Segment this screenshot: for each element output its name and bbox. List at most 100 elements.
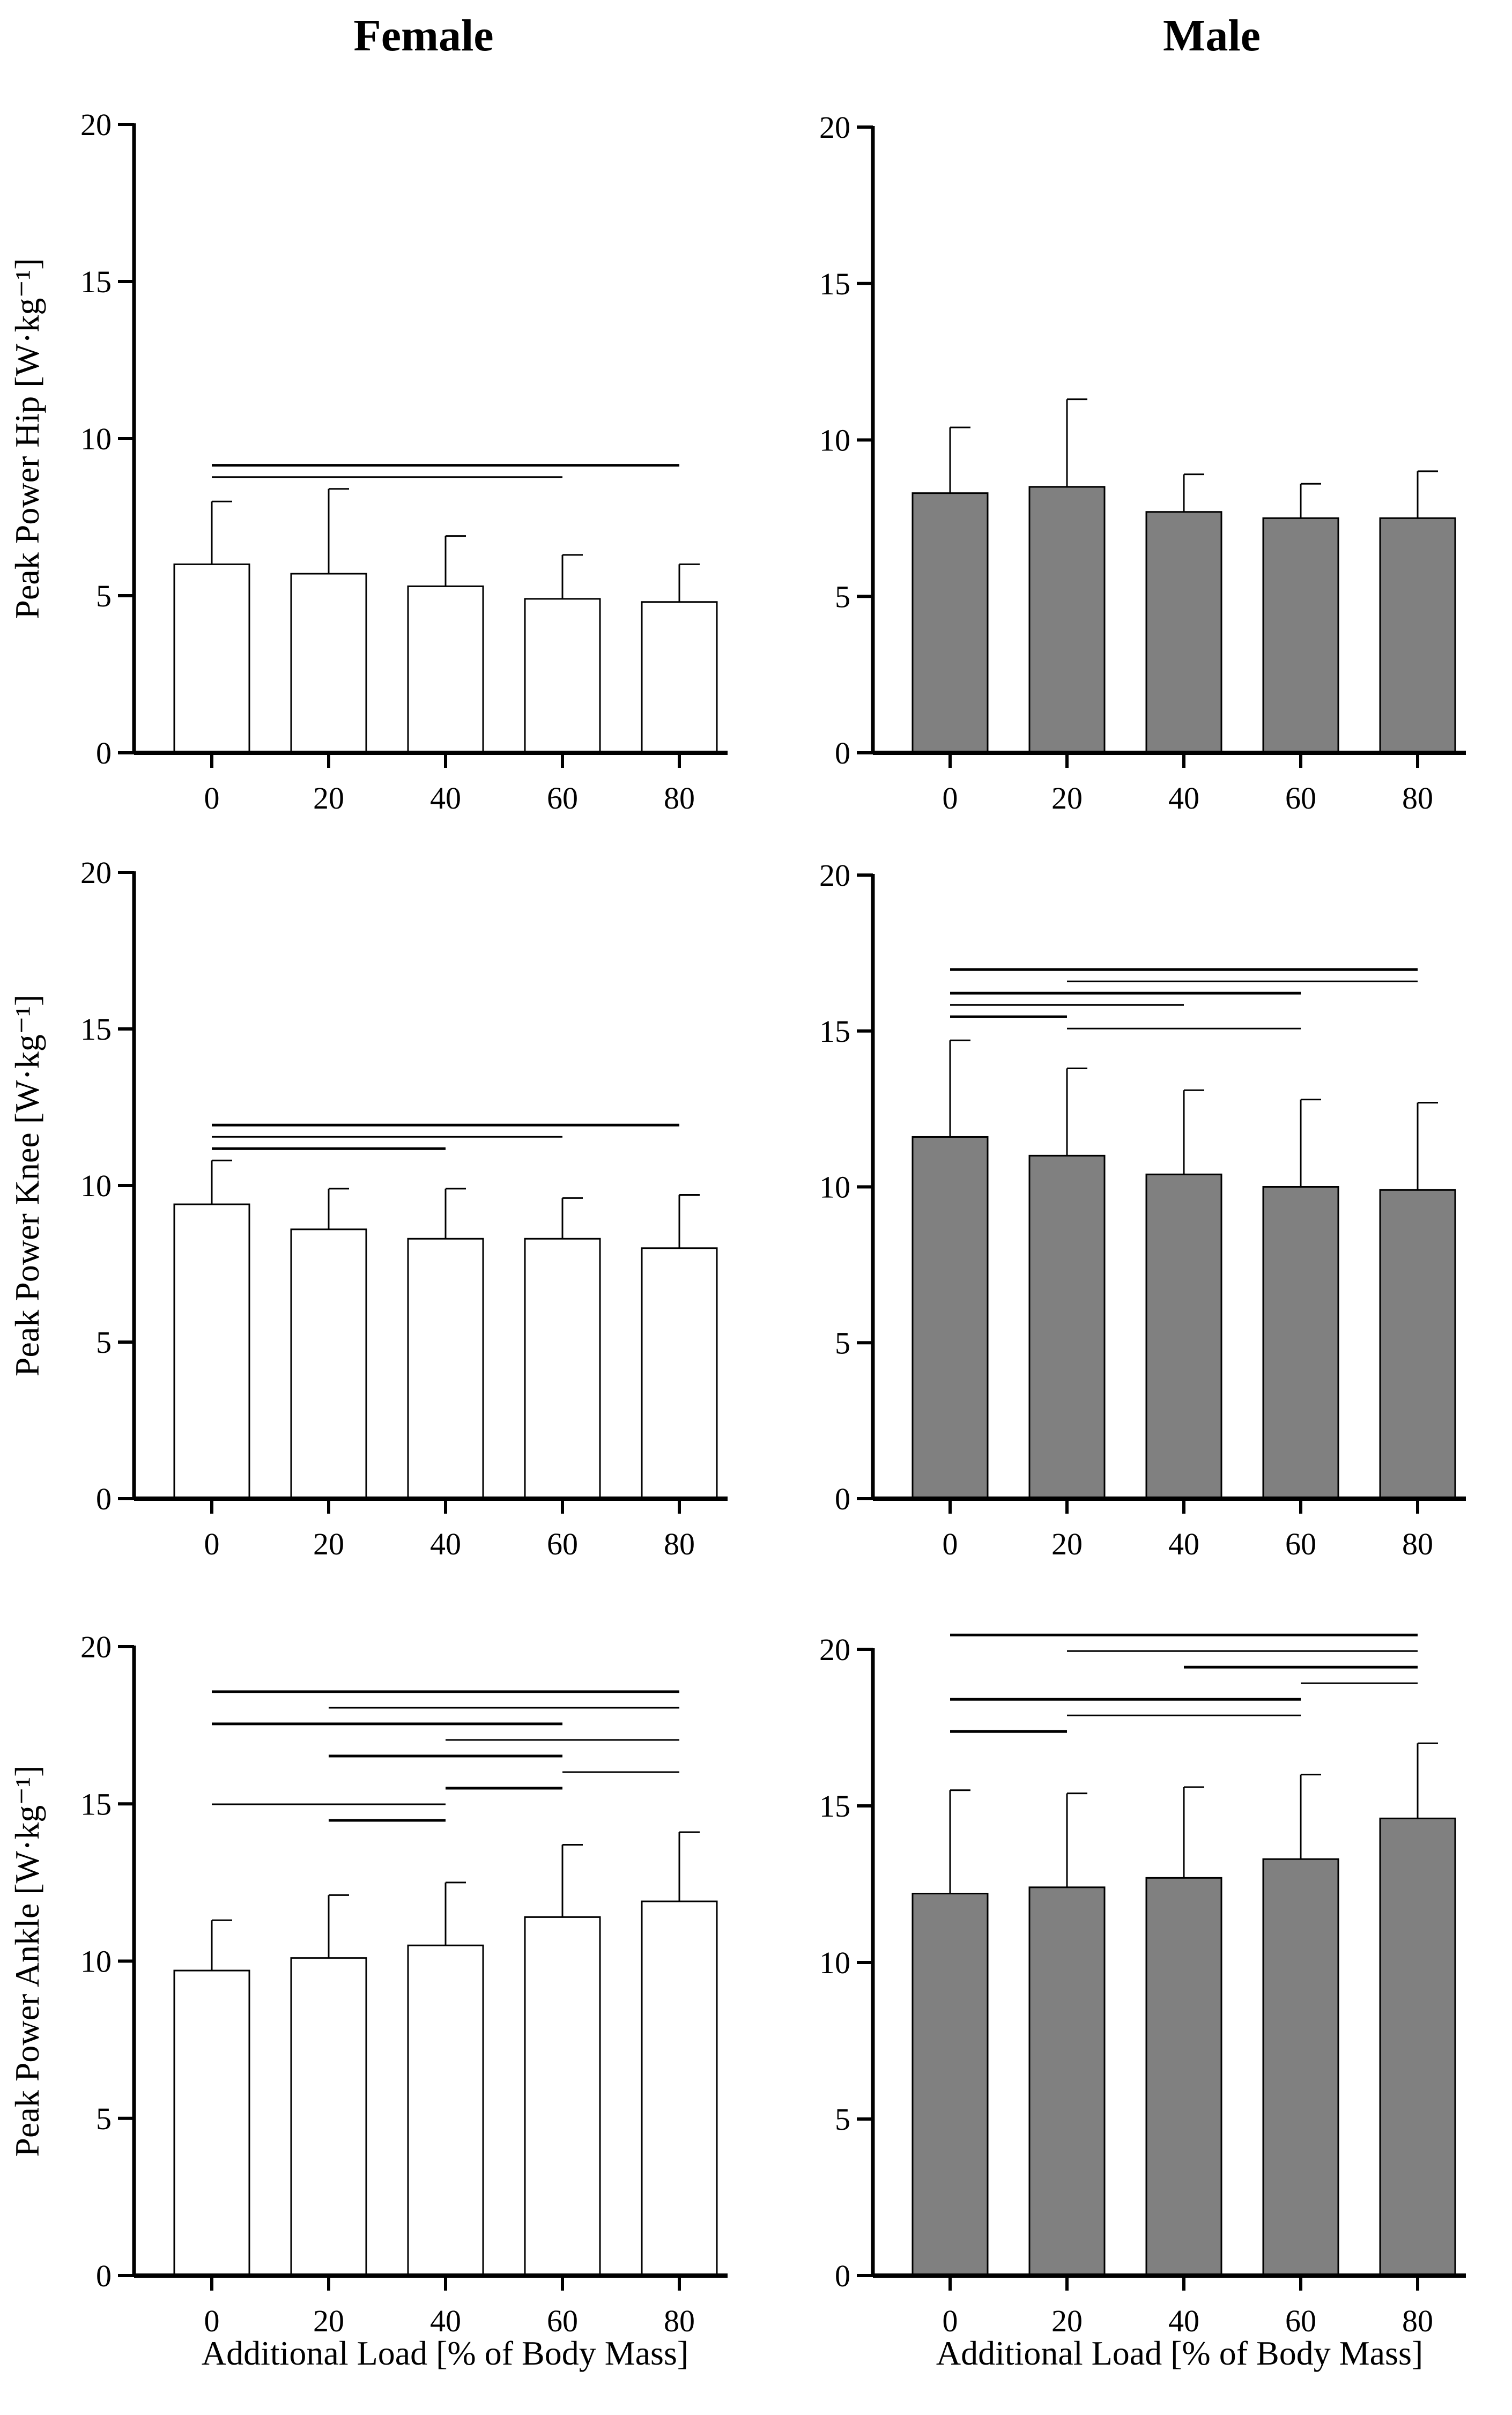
y-tick-label: 5 bbox=[96, 1325, 112, 1360]
bar bbox=[290, 573, 367, 754]
y-tick-label: 20 bbox=[819, 110, 850, 145]
y-tick-label: 0 bbox=[96, 736, 112, 771]
x-tick-label: 80 bbox=[664, 781, 695, 816]
y-tick-label: 20 bbox=[819, 858, 850, 893]
chart-panel-female-ankle: 0 5 10 15 20 0 20 40 60 80 Peak Power Ankle [W·kg⁻… bbox=[8, 1629, 728, 2338]
bar bbox=[641, 1247, 718, 1500]
x-tick-label: 40 bbox=[1168, 2303, 1199, 2338]
female-x-axis-label: Additional Load [% of Body Mass] bbox=[201, 2334, 689, 2372]
x-tick-label: 40 bbox=[1168, 781, 1199, 816]
x-tick-label: 80 bbox=[1402, 781, 1433, 816]
x-tick-label: 60 bbox=[547, 2303, 578, 2338]
bar bbox=[1028, 486, 1106, 754]
x-tick-label: 20 bbox=[313, 2303, 344, 2338]
bar bbox=[407, 585, 484, 754]
bar bbox=[290, 1228, 367, 1500]
y-tick-label: 0 bbox=[96, 2258, 112, 2293]
y-tick-label: 5 bbox=[96, 2101, 112, 2136]
y-tick-label: 10 bbox=[819, 1945, 850, 1980]
x-tick-label: 80 bbox=[1402, 1527, 1433, 1561]
x-tick-label: 20 bbox=[1051, 1527, 1083, 1561]
x-tick-label: 0 bbox=[943, 781, 958, 816]
bar bbox=[641, 1900, 718, 2277]
y-tick-label: 0 bbox=[835, 736, 850, 771]
y-tick-label: 10 bbox=[819, 1170, 850, 1205]
chart-panel-male-ankle: 0 5 10 15 20 0 20 40 60 80 bbox=[819, 1632, 1466, 2338]
bar bbox=[524, 1238, 601, 1500]
x-tick-label: 80 bbox=[1402, 2303, 1433, 2338]
bar bbox=[407, 1238, 484, 1500]
x-tick-label: 40 bbox=[1168, 1527, 1199, 1561]
bar bbox=[173, 563, 250, 754]
bar bbox=[911, 1136, 989, 1500]
x-tick-label: 40 bbox=[430, 1527, 461, 1561]
bar bbox=[1145, 1173, 1222, 1500]
bar bbox=[173, 1203, 250, 1500]
male-x-axis-label: Additional Load [% of Body Mass] bbox=[936, 2334, 1424, 2372]
y-tick-label: 10 bbox=[80, 421, 112, 456]
bar bbox=[290, 1957, 367, 2277]
chart-panel-female-knee: 0 5 10 15 20 0 20 40 60 80 Peak Power Knee [W·kg⁻¹… bbox=[8, 855, 728, 1561]
x-tick-label: 60 bbox=[1285, 1527, 1316, 1561]
y-tick-label: 15 bbox=[819, 266, 850, 301]
bar bbox=[1379, 517, 1456, 754]
bar bbox=[1028, 1886, 1106, 2277]
y-tick-label: 15 bbox=[819, 1014, 850, 1049]
y-tick-label: 15 bbox=[80, 1787, 112, 1821]
bar bbox=[1145, 1877, 1222, 2277]
x-tick-label: 20 bbox=[313, 1527, 344, 1561]
y-tick-label: 15 bbox=[80, 264, 112, 299]
x-tick-label: 0 bbox=[204, 2303, 220, 2338]
y-tick-label: 10 bbox=[819, 423, 850, 458]
chart-panel-male-hip: 0 5 10 15 20 0 20 40 60 80 bbox=[819, 110, 1466, 816]
bar bbox=[911, 492, 989, 754]
y-tick-label: 5 bbox=[96, 579, 112, 613]
x-tick-label: 80 bbox=[664, 2303, 695, 2338]
x-tick-label: 40 bbox=[430, 2303, 461, 2338]
female-column-title: Female bbox=[353, 11, 494, 61]
x-tick-label: 0 bbox=[943, 2303, 958, 2338]
bar bbox=[641, 601, 718, 754]
x-tick-label: 0 bbox=[943, 1527, 958, 1561]
bar bbox=[1145, 511, 1222, 754]
bar bbox=[524, 598, 601, 754]
y-tick-label: 0 bbox=[96, 1481, 112, 1516]
y-tick-label: 15 bbox=[819, 1789, 850, 1824]
y-axis-label: Peak Power Ankle [W·kg⁻¹] bbox=[8, 1765, 46, 2157]
x-tick-label: 60 bbox=[1285, 2303, 1316, 2338]
y-tick-label: 5 bbox=[835, 1325, 850, 1360]
y-tick-label: 15 bbox=[80, 1012, 112, 1047]
y-tick-label: 0 bbox=[835, 2258, 850, 2293]
y-axis-label: Peak Power Knee [W·kg⁻¹] bbox=[8, 995, 46, 1376]
bar bbox=[407, 1944, 484, 2277]
x-tick-label: 60 bbox=[1285, 781, 1316, 816]
x-tick-label: 60 bbox=[547, 781, 578, 816]
bar bbox=[1262, 517, 1339, 754]
bar bbox=[173, 1969, 250, 2277]
bar bbox=[911, 1893, 989, 2277]
y-tick-label: 20 bbox=[819, 1632, 850, 1667]
x-tick-label: 0 bbox=[204, 1527, 220, 1561]
x-tick-label: 20 bbox=[313, 781, 344, 816]
y-tick-label: 5 bbox=[835, 2102, 850, 2137]
bar bbox=[524, 1916, 601, 2277]
chart-panel-female-hip: 0 5 10 15 20 0 20 40 60 80 Peak Power Hip [W·kg⁻¹] bbox=[8, 107, 728, 816]
bar bbox=[1379, 1817, 1456, 2277]
x-tick-label: 20 bbox=[1051, 781, 1083, 816]
x-tick-label: 40 bbox=[430, 781, 461, 816]
male-column-title: Male bbox=[1163, 11, 1261, 61]
x-tick-label: 20 bbox=[1051, 2303, 1083, 2338]
bar bbox=[1262, 1186, 1339, 1500]
y-tick-label: 20 bbox=[80, 855, 112, 890]
y-axis-label: Peak Power Hip [W·kg⁻¹] bbox=[8, 258, 46, 619]
x-tick-label: 60 bbox=[547, 1527, 578, 1561]
y-tick-label: 10 bbox=[80, 1168, 112, 1203]
y-tick-label: 20 bbox=[80, 1629, 112, 1664]
y-tick-label: 10 bbox=[80, 1944, 112, 1979]
bar bbox=[1262, 1858, 1339, 2277]
x-tick-label: 80 bbox=[664, 1527, 695, 1561]
y-tick-label: 5 bbox=[835, 579, 850, 614]
x-tick-label: 0 bbox=[204, 781, 220, 816]
bar bbox=[1028, 1154, 1106, 1500]
